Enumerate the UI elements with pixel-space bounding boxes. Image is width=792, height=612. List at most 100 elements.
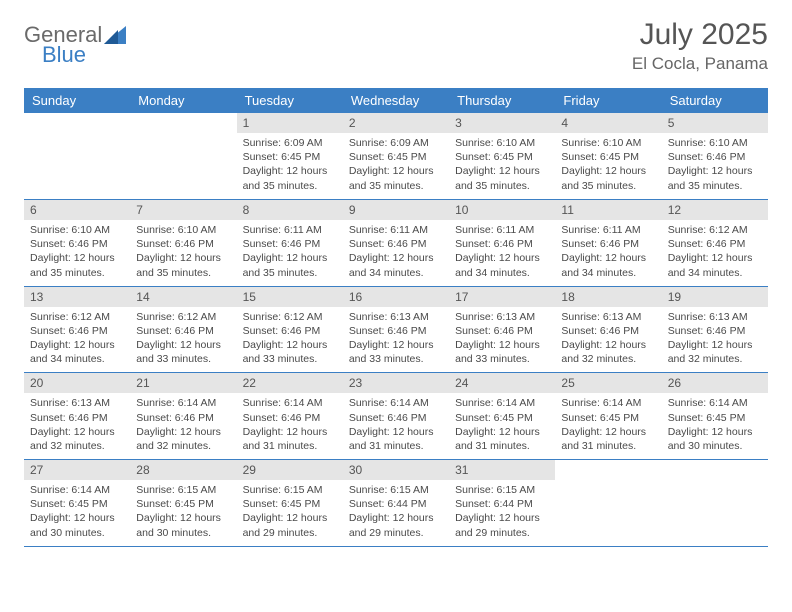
daylight-line: Daylight: 12 hours and 35 minutes. bbox=[243, 252, 328, 278]
day-info: Sunrise: 6:12 AMSunset: 6:46 PMDaylight:… bbox=[662, 220, 768, 286]
day-info: Sunrise: 6:13 AMSunset: 6:46 PMDaylight:… bbox=[555, 307, 661, 373]
brand-word2: Blue bbox=[42, 44, 102, 66]
sunset-line: Sunset: 6:44 PM bbox=[455, 498, 533, 510]
day-info: Sunrise: 6:10 AM Sunset: 6:45 PM Daylight:… bbox=[555, 133, 661, 199]
day-number: 13 bbox=[24, 287, 130, 307]
day-number: 29 bbox=[237, 460, 343, 480]
sunrise-line: Sunrise: 6:11 AM bbox=[243, 224, 322, 236]
brand-text: General Blue bbox=[24, 24, 102, 66]
day-header: Monday bbox=[130, 88, 236, 113]
day-info: Sunrise: 6:09 AMSunset: 6:45 PMDaylight:… bbox=[237, 133, 343, 199]
daylight-line: Daylight: 12 hours and 30 minutes. bbox=[668, 426, 753, 452]
sunrise-line: Sunrise: 6:10 AM bbox=[455, 137, 535, 149]
daylight-line: Daylight: 12 hours and 29 minutes. bbox=[349, 512, 434, 538]
calendar-week: 6Sunrise: 6:10 AMSunset: 6:46 PMDaylight… bbox=[24, 199, 768, 286]
sunset-line: Sunset: 6:46 PM bbox=[30, 325, 108, 337]
calendar-cell: 9Sunrise: 6:11 AMSunset: 6:46 PMDaylight… bbox=[343, 199, 449, 286]
sunrise-line: Sunrise: 6:12 AM bbox=[243, 311, 323, 323]
sunset-line: Sunset: 6:45 PM bbox=[561, 151, 639, 163]
daylight-line: Daylight: 12 hours and 34 minutes. bbox=[561, 252, 646, 278]
daylight-line: Daylight: 12 hours and 35 minutes. bbox=[455, 165, 540, 191]
day-number: 10 bbox=[449, 200, 555, 220]
sunset-line: Sunset: 6:45 PM bbox=[136, 498, 214, 510]
sail-icon bbox=[104, 26, 130, 48]
sunset-line: Sunset: 6:46 PM bbox=[349, 412, 427, 424]
sunset-line: Sunset: 6:46 PM bbox=[668, 151, 746, 163]
day-info: Sunrise: 6:15 AM Sunset: 6:44 PM Daylight:… bbox=[343, 480, 449, 546]
calendar-week: 0 0 1Sunrise: 6:09 AMSunset: 6:45 PMDayl… bbox=[24, 113, 768, 199]
calendar-cell: 29Sunrise: 6:15 AMSunset: 6:45 PMDayligh… bbox=[237, 459, 343, 546]
day-number: 25 bbox=[555, 373, 661, 393]
calendar-cell: 11Sunrise: 6:11 AMSunset: 6:46 PMDayligh… bbox=[555, 199, 661, 286]
calendar-cell: 25Sunrise: 6:14 AMSunset: 6:45 PMDayligh… bbox=[555, 372, 661, 459]
sunrise-line: Sunrise: 6:11 AM bbox=[349, 224, 428, 236]
calendar-cell: 28Sunrise: 6:15 AMSunset: 6:45 PMDayligh… bbox=[130, 459, 236, 546]
calendar-cell: 4 Sunrise: 6:10 AM Sunset: 6:45 PM Daylight… bbox=[555, 113, 661, 199]
sunrise-line: Sunrise: 6:13 AM bbox=[349, 311, 429, 323]
sunset-line: Sunset: 6:45 PM bbox=[243, 498, 321, 510]
day-number: 9 bbox=[343, 200, 449, 220]
calendar-cell: 19Sunrise: 6:13 AMSunset: 6:46 PMDayligh… bbox=[662, 286, 768, 373]
sunrise-line: Sunrise: 6:12 AM bbox=[30, 311, 110, 323]
daylight-line: Daylight: 12 hours and 29 minutes. bbox=[455, 512, 540, 538]
brand-logo: General Blue bbox=[24, 24, 130, 66]
daylight-line: Daylight: 12 hours and 30 minutes. bbox=[136, 512, 221, 538]
sunset-line: Sunset: 6:46 PM bbox=[136, 238, 214, 250]
sunset-line: Sunset: 6:46 PM bbox=[243, 325, 321, 337]
day-info: Sunrise: 6:14 AMSunset: 6:45 PMDaylight:… bbox=[24, 480, 130, 546]
sunset-line: Sunset: 6:46 PM bbox=[349, 238, 427, 250]
daylight-line: Daylight: 12 hours and 35 minutes. bbox=[349, 165, 434, 191]
sunrise-line: Sunrise: 6:10 AM bbox=[136, 224, 216, 236]
day-number: 22 bbox=[237, 373, 343, 393]
sunrise-line: Sunrise: 6:10 AM bbox=[668, 137, 748, 149]
day-number: 26 bbox=[662, 373, 768, 393]
daylight-line: Daylight: 12 hours and 33 minutes. bbox=[455, 339, 540, 365]
calendar-cell: 15Sunrise: 6:12 AMSunset: 6:46 PMDayligh… bbox=[237, 286, 343, 373]
day-info: Sunrise: 6:11 AMSunset: 6:46 PMDaylight:… bbox=[343, 220, 449, 286]
day-number: 7 bbox=[130, 200, 236, 220]
sunset-line: Sunset: 6:46 PM bbox=[30, 412, 108, 424]
daylight-line: Daylight: 12 hours and 33 minutes. bbox=[136, 339, 221, 365]
daylight-line: Daylight: 12 hours and 32 minutes. bbox=[668, 339, 753, 365]
day-info: Sunrise: 6:12 AMSunset: 6:46 PMDaylight:… bbox=[24, 307, 130, 373]
day-info: Sunrise: 6:14 AMSunset: 6:45 PMDaylight:… bbox=[449, 393, 555, 459]
calendar-cell: 20Sunrise: 6:13 AMSunset: 6:46 PMDayligh… bbox=[24, 372, 130, 459]
day-info: Sunrise: 6:10 AMSunset: 6:46 PMDaylight:… bbox=[662, 133, 768, 199]
month-title: July 2025 bbox=[632, 18, 768, 52]
sunset-line: Sunset: 6:45 PM bbox=[668, 412, 746, 424]
sunset-line: Sunset: 6:46 PM bbox=[561, 325, 639, 337]
sunrise-line: Sunrise: 6:13 AM bbox=[561, 311, 641, 323]
daylight-line: Daylight: 12 hours and 32 minutes. bbox=[136, 426, 221, 452]
day-info: Sunrise: 6:10 AMSunset: 6:46 PMDaylight:… bbox=[130, 220, 236, 286]
day-number: 4 bbox=[555, 113, 661, 133]
sunset-line: Sunset: 6:46 PM bbox=[30, 238, 108, 250]
daylight-line: Daylight: 12 hours and 35 minutes. bbox=[561, 165, 646, 191]
sunrise-line: Sunrise: 6:10 AM bbox=[561, 137, 641, 149]
daylight-line: Daylight: 12 hours and 34 minutes. bbox=[455, 252, 540, 278]
sunset-line: Sunset: 6:46 PM bbox=[668, 325, 746, 337]
sunset-line: Sunset: 6:46 PM bbox=[243, 238, 321, 250]
day-number: 16 bbox=[343, 287, 449, 307]
sunset-line: Sunset: 6:44 PM bbox=[349, 498, 427, 510]
daylight-line: Daylight: 12 hours and 30 minutes. bbox=[30, 512, 115, 538]
sunrise-line: Sunrise: 6:15 AM bbox=[455, 484, 535, 496]
calendar-cell: 0 bbox=[24, 113, 130, 199]
sunrise-line: Sunrise: 6:14 AM bbox=[561, 397, 641, 409]
title-block: July 2025 El Cocla, Panama bbox=[632, 18, 768, 74]
sunrise-line: Sunrise: 6:15 AM bbox=[349, 484, 429, 496]
day-number: 24 bbox=[449, 373, 555, 393]
day-header: Tuesday bbox=[237, 88, 343, 113]
calendar-cell: 14Sunrise: 6:12 AMSunset: 6:46 PMDayligh… bbox=[130, 286, 236, 373]
daylight-line: Daylight: 12 hours and 31 minutes. bbox=[243, 426, 328, 452]
day-info: Sunrise: 6:14 AMSunset: 6:46 PMDaylight:… bbox=[130, 393, 236, 459]
daylight-line: Daylight: 12 hours and 35 minutes. bbox=[243, 165, 328, 191]
day-number: 21 bbox=[130, 373, 236, 393]
day-info: Sunrise: 6:12 AMSunset: 6:46 PMDaylight:… bbox=[237, 307, 343, 373]
sunset-line: Sunset: 6:46 PM bbox=[455, 325, 533, 337]
day-info: Sunrise: 6:15 AM Sunset: 6:44 PM Daylight:… bbox=[449, 480, 555, 546]
sunrise-line: Sunrise: 6:13 AM bbox=[30, 397, 110, 409]
sunset-line: Sunset: 6:45 PM bbox=[455, 151, 533, 163]
calendar-cell: 24Sunrise: 6:14 AMSunset: 6:45 PMDayligh… bbox=[449, 372, 555, 459]
daylight-line: Daylight: 12 hours and 34 minutes. bbox=[668, 252, 753, 278]
calendar-cell: 27Sunrise: 6:14 AMSunset: 6:45 PMDayligh… bbox=[24, 459, 130, 546]
